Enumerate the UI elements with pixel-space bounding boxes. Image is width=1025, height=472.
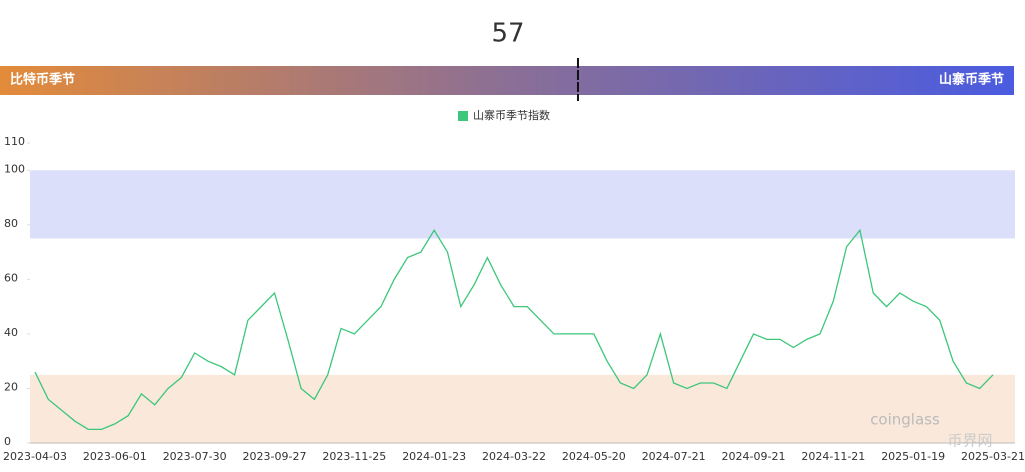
x-tick-label: 2025-03-21 [961,450,1025,463]
y-tick-label: 60 [4,271,18,284]
x-tick-label: 2023-06-01 [83,450,147,463]
series-line [34,228,994,431]
y-tick-label: 100 [4,162,25,175]
x-tick-label: 2023-11-25 [322,450,386,463]
y-tick-label: 110 [4,135,25,148]
x-tick-label: 2024-09-21 [722,450,786,463]
legend-swatch [458,111,468,121]
y-tick-label: 20 [4,380,18,393]
y-tick-label: 0 [4,435,11,448]
band [30,374,1015,443]
gauge-right-label: 山寨币季节 [939,72,1004,88]
gauge-left-label: 比特币季节 [10,72,75,88]
band [30,170,1015,239]
legend-label: 山寨币季节指数 [473,108,550,122]
x-tick-label: 2023-09-27 [243,450,307,463]
x-tick-label: 2024-11-21 [801,450,865,463]
gauge-bar [0,66,1014,95]
y-tick-label: 40 [4,326,18,339]
x-tick-label: 2023-04-03 [3,450,67,463]
x-tick-label: 2024-05-20 [562,450,626,463]
x-tick-label: 2023-07-30 [163,450,227,463]
y-tick-label: 80 [4,217,18,230]
x-tick-label: 2024-01-23 [402,450,466,463]
gauge-value: 57 [491,19,524,49]
x-tick-label: 2024-07-21 [642,450,706,463]
watermark: 币界网 [947,432,992,450]
x-tick-label: 2025-01-19 [881,450,945,463]
watermark: coinglass [870,411,940,429]
x-tick-label: 2024-03-22 [482,450,546,463]
